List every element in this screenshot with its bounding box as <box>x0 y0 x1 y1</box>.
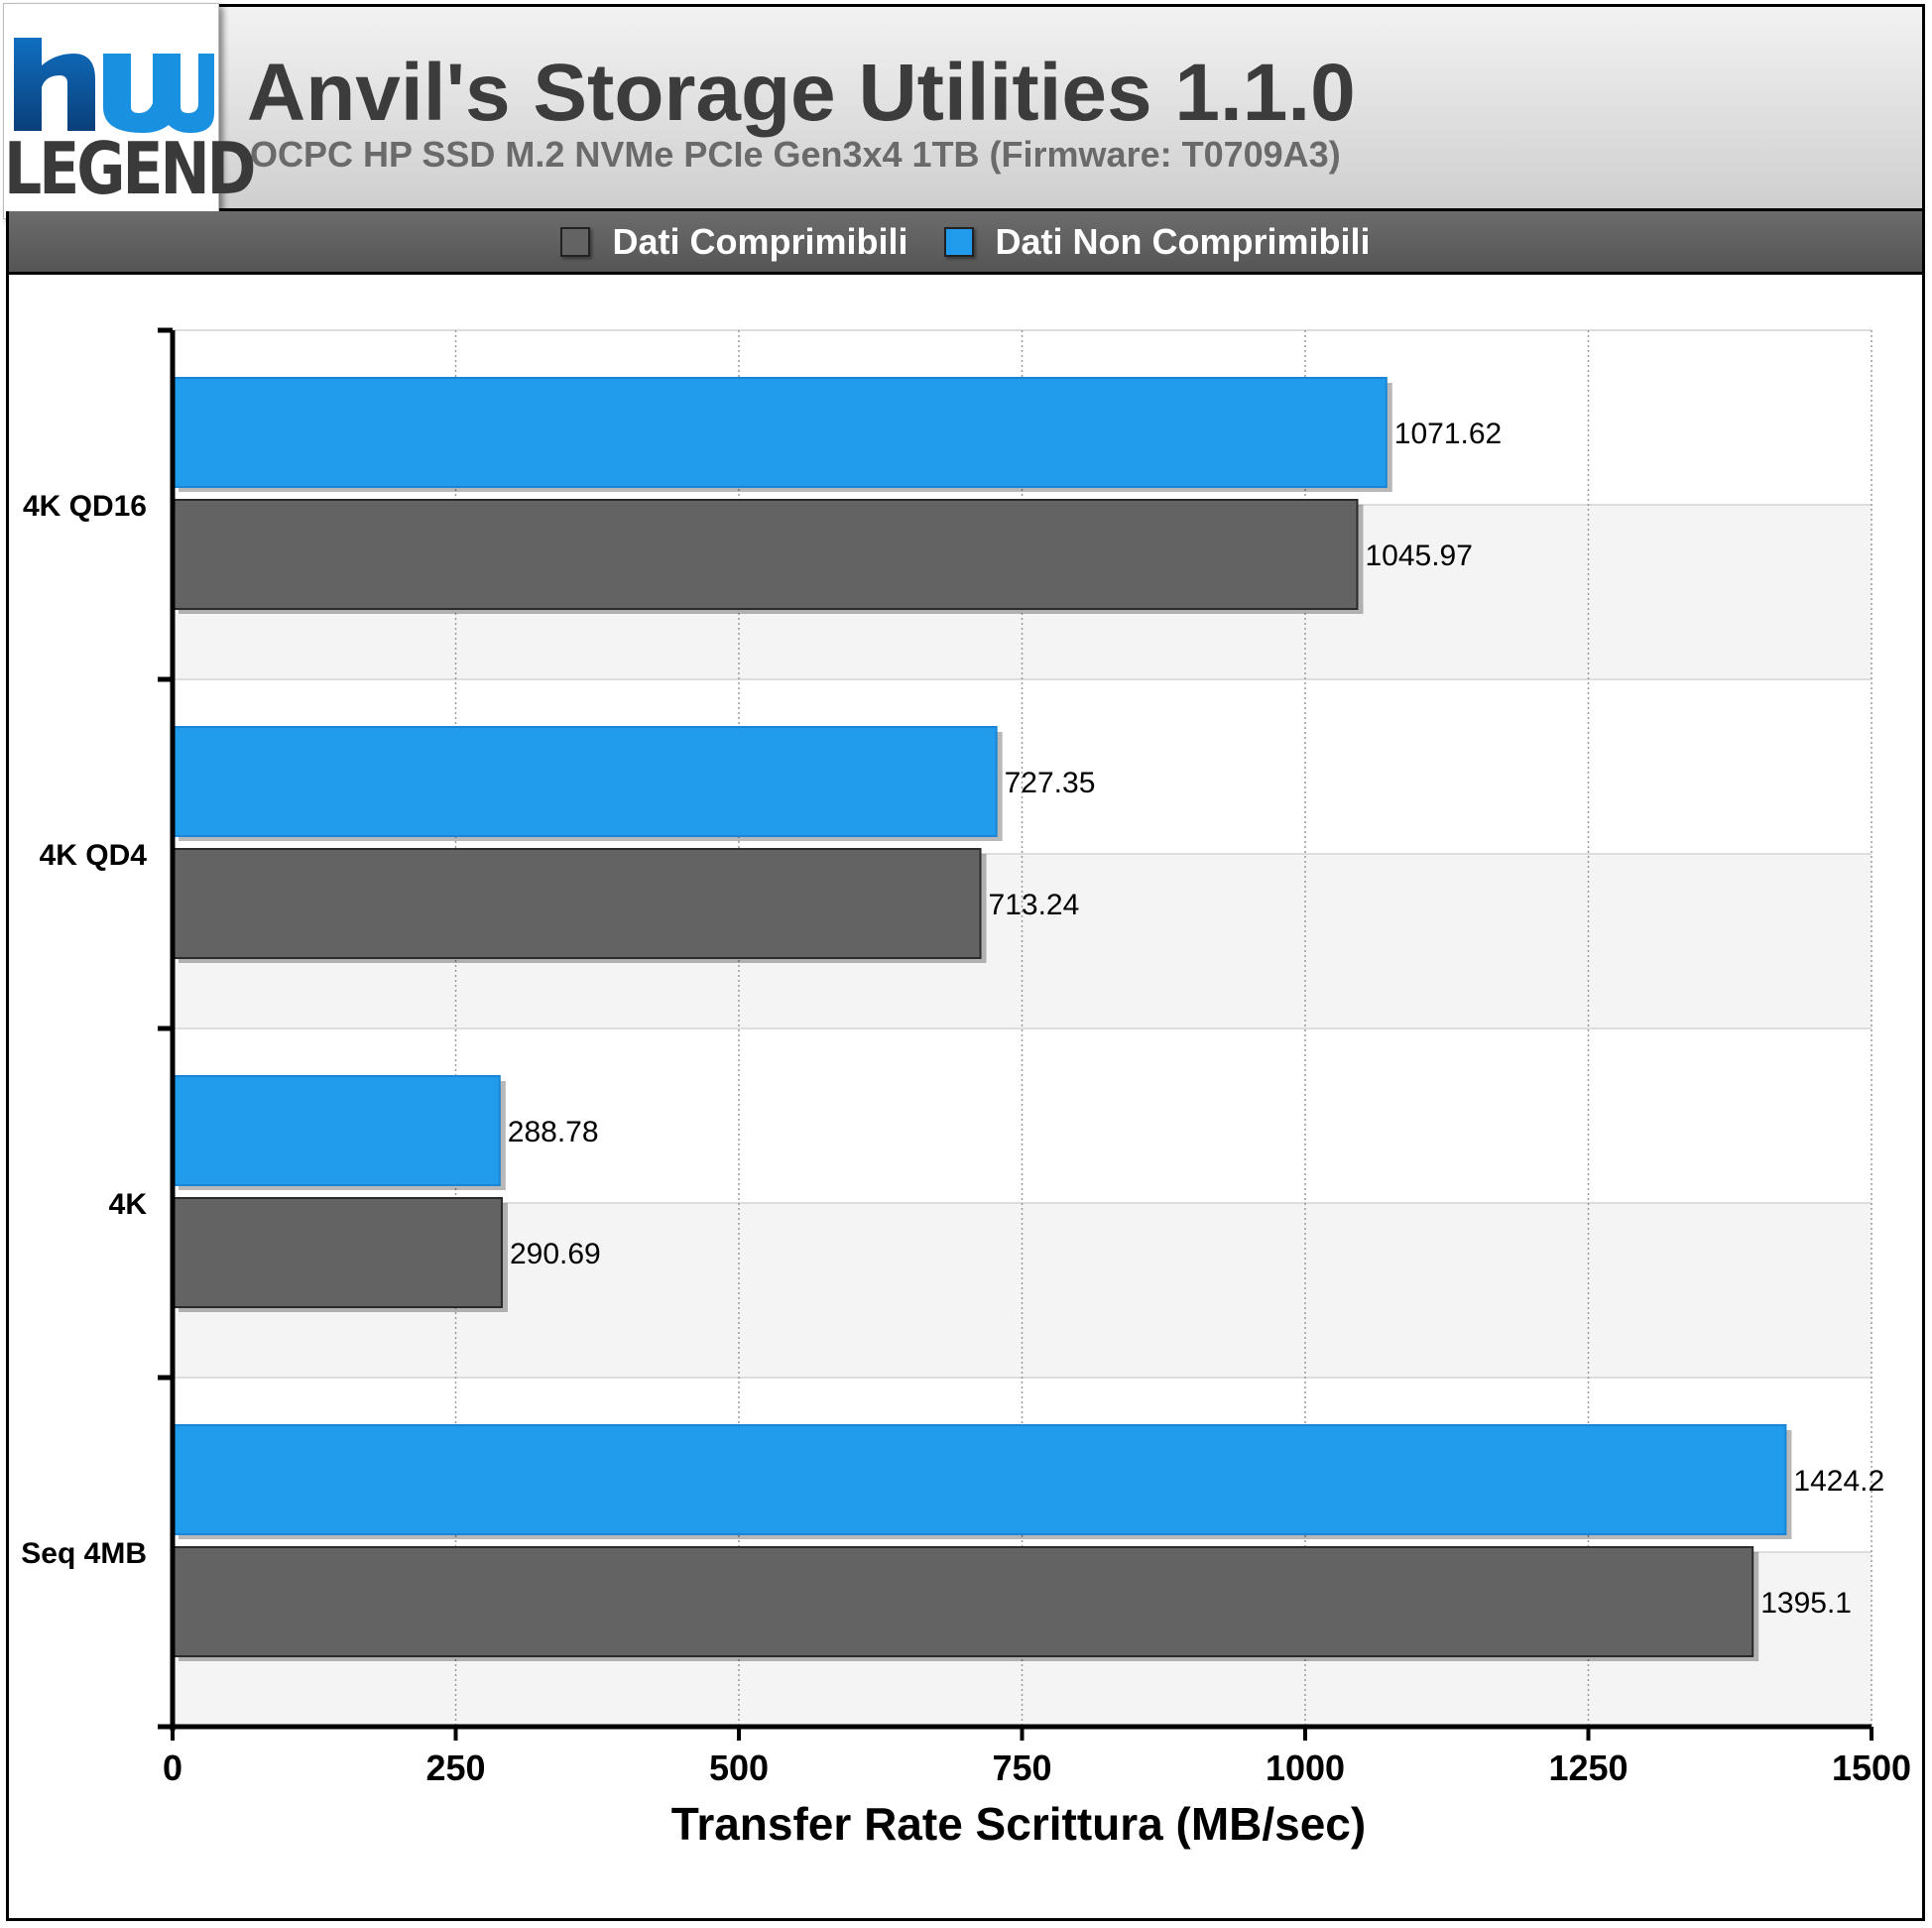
data-label: 1424.2 <box>1793 1465 1884 1498</box>
category-label: 4K <box>109 1188 148 1221</box>
data-label: 1071.62 <box>1394 418 1502 450</box>
x-tick-label: 500 <box>709 1747 769 1788</box>
bar <box>172 499 1359 610</box>
category-label: Seq 4MB <box>21 1537 147 1570</box>
category-label: 4K QD4 <box>40 839 148 872</box>
chart-header: Anvil's Storage Utilities 1.1.0 OCPC HP … <box>6 4 1925 211</box>
bar <box>172 1424 1787 1535</box>
x-tick-label: 750 <box>992 1747 1051 1788</box>
chart-title: Anvil's Storage Utilities 1.1.0 <box>247 48 1356 138</box>
category-label: 4K QD16 <box>23 490 147 523</box>
bar <box>172 1197 503 1308</box>
bar <box>172 1546 1754 1657</box>
legend-swatch-compressible <box>560 226 591 257</box>
legend-swatch-incompressible <box>943 226 974 257</box>
bar <box>172 848 982 959</box>
data-label: 727.35 <box>1005 767 1096 799</box>
x-tick-label: 1500 <box>1832 1747 1911 1788</box>
legend-item-compressible: Dati Comprimibili <box>560 220 908 263</box>
bar <box>172 377 1388 488</box>
x-tick-label: 1000 <box>1266 1747 1345 1788</box>
x-tick-label: 1250 <box>1548 1747 1628 1788</box>
data-label: 1045.97 <box>1365 540 1472 572</box>
hwlegend-logo: LEGEND <box>3 3 256 219</box>
x-tick-label: 250 <box>425 1747 485 1788</box>
logo-wordmark: LEGEND <box>4 128 256 211</box>
data-label: 290.69 <box>510 1238 601 1270</box>
chart-subtitle: OCPC HP SSD M.2 NVMe PCIe Gen3x4 1TB (Fi… <box>250 134 1341 175</box>
data-label: 713.24 <box>989 889 1080 921</box>
legend-item-incompressible: Dati Non Comprimibili <box>943 220 1371 263</box>
bar <box>172 1075 501 1186</box>
data-label: 288.78 <box>508 1116 599 1148</box>
x-tick-label: 0 <box>163 1747 182 1788</box>
chart-legend: Dati Comprimibili Dati Non Comprimibili <box>6 211 1925 275</box>
legend-label-incompressible: Dati Non Comprimibili <box>995 220 1371 262</box>
hw-logo-icon <box>14 38 214 133</box>
legend-label-compressible: Dati Comprimibili <box>612 220 908 262</box>
x-axis-title: Transfer Rate Scrittura (MB/sec) <box>671 1798 1366 1850</box>
bar <box>172 726 998 837</box>
data-label: 1395.1 <box>1760 1587 1852 1620</box>
